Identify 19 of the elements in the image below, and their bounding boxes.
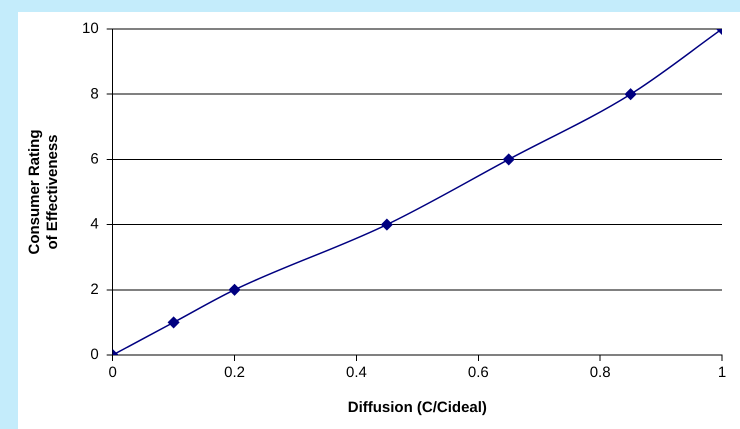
- x-tick-label: 0.8: [590, 364, 611, 382]
- x-tick-label: 0.4: [346, 364, 367, 382]
- y-tick-label: 4: [90, 216, 99, 233]
- point: [624, 88, 636, 100]
- y-tick-label: 6: [90, 150, 99, 168]
- y-axis-title: Consumer Rating of Effectiveness: [26, 129, 62, 255]
- y-tick-label: 0: [90, 346, 99, 364]
- y-tick-label: 8: [90, 85, 99, 102]
- x-tick-label: 0.2: [224, 364, 245, 382]
- x-tick-label: 0.6: [468, 364, 489, 382]
- x-tick-label: 1: [718, 364, 726, 382]
- point: [168, 316, 180, 328]
- point: [381, 218, 393, 230]
- x-tick-label: 0: [108, 364, 117, 382]
- x-axis-title: Diffusion (C/Cideal): [348, 399, 487, 416]
- point: [502, 154, 514, 166]
- point: [228, 284, 240, 296]
- y-tick-label: 10: [82, 20, 99, 38]
- y-tick-label: 2: [90, 280, 99, 298]
